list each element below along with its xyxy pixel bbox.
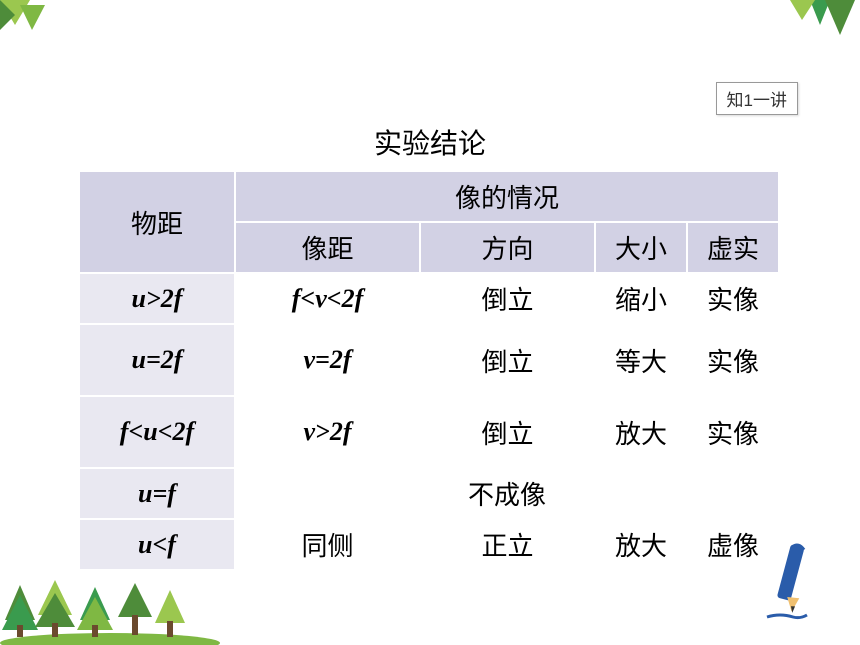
cell-u: u>2f bbox=[80, 273, 235, 324]
table-row: u=f 不成像 bbox=[80, 468, 779, 519]
trees-deco-bottom-left bbox=[0, 575, 220, 645]
cell-dir: 倒立 bbox=[420, 273, 595, 324]
cell-type: 实像 bbox=[687, 273, 779, 324]
cell-type: 虚像 bbox=[687, 519, 779, 570]
conclusion-table: 物距 像的情况 像距 方向 大小 虚实 u>2f f<v<2f 倒立 缩小 实像… bbox=[80, 172, 780, 571]
cell-v: 同侧 bbox=[235, 519, 420, 570]
cell-size: 缩小 bbox=[595, 273, 687, 324]
header-object-distance: 物距 bbox=[80, 172, 235, 273]
cell-dir: 正立 bbox=[420, 519, 595, 570]
header-direction: 方向 bbox=[420, 222, 595, 273]
cell-dir: 倒立 bbox=[420, 396, 595, 468]
cell-v: f<v<2f bbox=[235, 273, 420, 324]
header-type: 虚实 bbox=[687, 222, 779, 273]
cell-size: 放大 bbox=[595, 519, 687, 570]
cell-size: 放大 bbox=[595, 396, 687, 468]
cell-type: 实像 bbox=[687, 396, 779, 468]
cell-v: v>2f bbox=[235, 396, 420, 468]
cell-size: 等大 bbox=[595, 324, 687, 396]
cell-u: u<f bbox=[80, 519, 235, 570]
table-row: u>2f f<v<2f 倒立 缩小 实像 bbox=[80, 273, 779, 324]
cell-u: f<u<2f bbox=[80, 396, 235, 468]
section-tag: 知1一讲 bbox=[716, 82, 798, 115]
cell-type: 实像 bbox=[687, 324, 779, 396]
table-row: u=2f v=2f 倒立 等大 实像 bbox=[80, 324, 779, 396]
flag-deco-top-right bbox=[760, 0, 860, 60]
table-row: f<u<2f v>2f 倒立 放大 实像 bbox=[80, 396, 779, 468]
table-row: u<f 同侧 正立 放大 虚像 bbox=[80, 519, 779, 570]
header-image-distance: 像距 bbox=[235, 222, 420, 273]
cell-v: v=2f bbox=[235, 324, 420, 396]
page-title: 实验结论 bbox=[0, 122, 860, 162]
cell-u: u=f bbox=[80, 468, 235, 519]
leaf-deco-top-left bbox=[0, 0, 60, 50]
header-image-group: 像的情况 bbox=[235, 172, 779, 222]
cell-no-image: 不成像 bbox=[235, 468, 779, 519]
cell-u: u=2f bbox=[80, 324, 235, 396]
cell-dir: 倒立 bbox=[420, 324, 595, 396]
header-size: 大小 bbox=[595, 222, 687, 273]
